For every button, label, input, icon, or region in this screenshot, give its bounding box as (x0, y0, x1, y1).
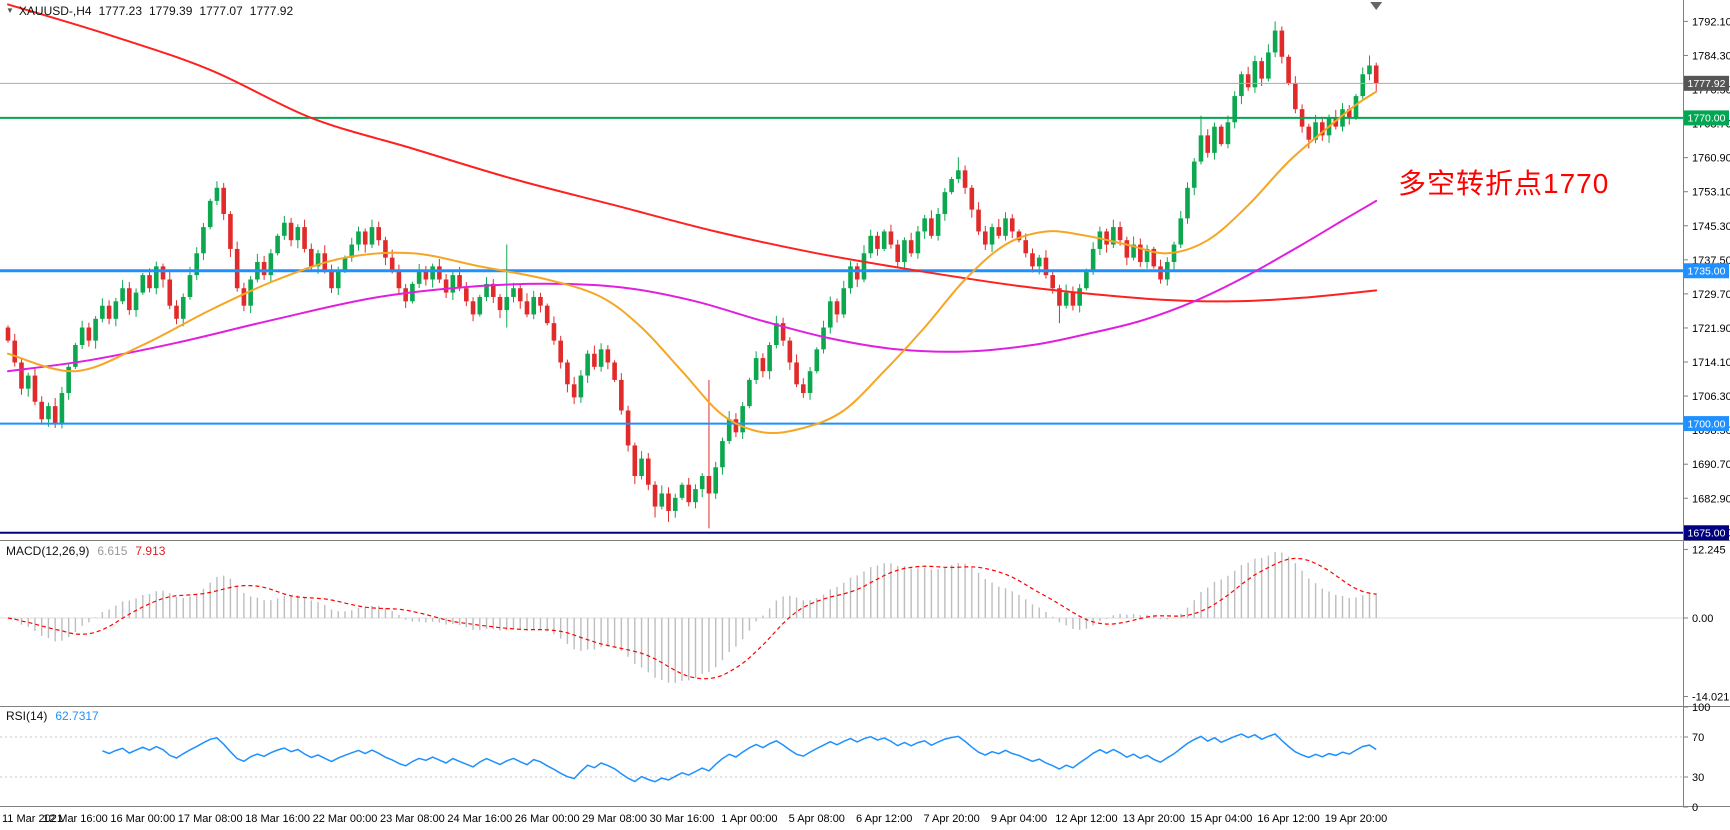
price-tick-label: 1745.30 (1692, 221, 1730, 233)
price-tick-label: 1792.10 (1692, 16, 1730, 28)
price-tick-label: 1690.70 (1692, 459, 1730, 471)
ma-fast-orange (7, 90, 1378, 435)
time-tick-label: 1 Apr 00:00 (721, 813, 777, 825)
price-badge-label: 1675.00 (1688, 528, 1726, 540)
rsi-value: 62.7317 (55, 709, 99, 723)
time-tick-label: 26 Mar 00:00 (515, 813, 580, 825)
price-tick-label: 1753.10 (1692, 187, 1730, 199)
symbol-label: XAUUSD-,H4 (18, 4, 92, 18)
time-tick-label: 6 Apr 12:00 (856, 813, 912, 825)
candlestick-series[interactable] (5, 21, 1379, 529)
price-badge-label: 1700.00 (1688, 418, 1726, 430)
close-value: 1777.92 (249, 4, 294, 18)
low-value: 1777.07 (199, 4, 243, 18)
rsi-tick-label: 70 (1692, 732, 1704, 744)
price-tick-label: 1729.70 (1692, 289, 1730, 301)
open-value: 1777.23 (98, 4, 142, 18)
high-value: 1779.39 (149, 4, 193, 18)
rsi-indicator-label: RSI(14) 62.7317 (6, 709, 99, 723)
macd-tick-label: -14.021 (1692, 692, 1729, 704)
symbol-ohlc-readout: ▼ XAUUSD-,H4 1777.23 1779.39 1777.07 1777.92 (6, 4, 293, 18)
rsi-tick-label: 100 (1692, 702, 1710, 714)
ma-medium-magenta (7, 199, 1378, 373)
time-tick-label: 24 Mar 16:00 (447, 813, 512, 825)
time-tick-label: 17 Mar 08:00 (178, 813, 243, 825)
price-tick-label: 1721.90 (1692, 323, 1730, 335)
chart-shift-marker (1370, 2, 1383, 10)
time-tick-label: 13 Apr 20:00 (1123, 813, 1185, 825)
time-tick-label: 11 Mar 2021 (2, 813, 63, 825)
time-tick-label: 7 Apr 20:00 (923, 813, 979, 825)
rsi-tick-label: 0 (1692, 802, 1698, 814)
price-badge-label: 1770.00 (1688, 113, 1726, 125)
time-tick-label: 12 Mar 16:00 (43, 813, 108, 825)
time-tick-label: 22 Mar 00:00 (313, 813, 378, 825)
time-tick-label: 23 Mar 08:00 (380, 813, 445, 825)
price-tick-label: 1784.30 (1692, 50, 1730, 62)
time-tick-label: 9 Apr 04:00 (991, 813, 1047, 825)
macd-signal-line (7, 557, 1377, 680)
time-tick-label: 16 Mar 00:00 (110, 813, 175, 825)
macd-main-value: 6.615 (97, 544, 128, 558)
macd-tick-label: 0.00 (1692, 613, 1713, 625)
time-tick-label: 30 Mar 16:00 (650, 813, 715, 825)
panel-frame (0, 0, 1730, 807)
chart-text-annotation[interactable]: 多空转折点1770 (1398, 168, 1610, 199)
macd-name: MACD(12,26,9) (6, 544, 90, 558)
ma-slow-red (7, 3, 1378, 303)
macd-axis[interactable]: 12.245 0.00 -14.021 (1683, 544, 1729, 704)
macd-indicator-label: MACD(12,26,9) 6.615 7.913 (6, 544, 165, 558)
time-tick-label: 15 Apr 04:00 (1190, 813, 1252, 825)
price-tick-label: 1682.90 (1692, 493, 1730, 505)
macd-signal-value: 7.913 (135, 544, 166, 558)
price-tick-label: 1714.10 (1692, 357, 1730, 369)
collapse-icon[interactable]: ▼ (6, 6, 14, 15)
time-tick-label: 19 Apr 20:00 (1325, 813, 1387, 825)
time-tick-label: 12 Apr 12:00 (1055, 813, 1117, 825)
time-tick-label: 5 Apr 08:00 (789, 813, 845, 825)
time-tick-label: 29 Mar 08:00 (582, 813, 647, 825)
time-tick-label: 18 Mar 16:00 (245, 813, 310, 825)
rsi-axis[interactable]: 100 70 30 0 (1683, 702, 1710, 814)
rsi-line (102, 733, 1377, 783)
horizontal-levels[interactable] (0, 82, 1683, 534)
time-tick-label: 16 Apr 12:00 (1257, 813, 1319, 825)
price-tick-label: 1760.90 (1692, 153, 1730, 165)
rsi-name: RSI(14) (6, 709, 48, 723)
price-badge-label: 1777.92 (1688, 78, 1726, 90)
rsi-tick-label: 30 (1692, 772, 1704, 784)
price-badge-label: 1735.00 (1688, 266, 1726, 278)
macd-histogram (14, 551, 1377, 683)
price-tick-label: 1706.30 (1692, 391, 1730, 403)
macd-tick-label: 12.245 (1692, 544, 1726, 556)
price-axis-badges: 1777.92 1770.00 1735.00 1700.00 1675.00 (1684, 75, 1729, 541)
